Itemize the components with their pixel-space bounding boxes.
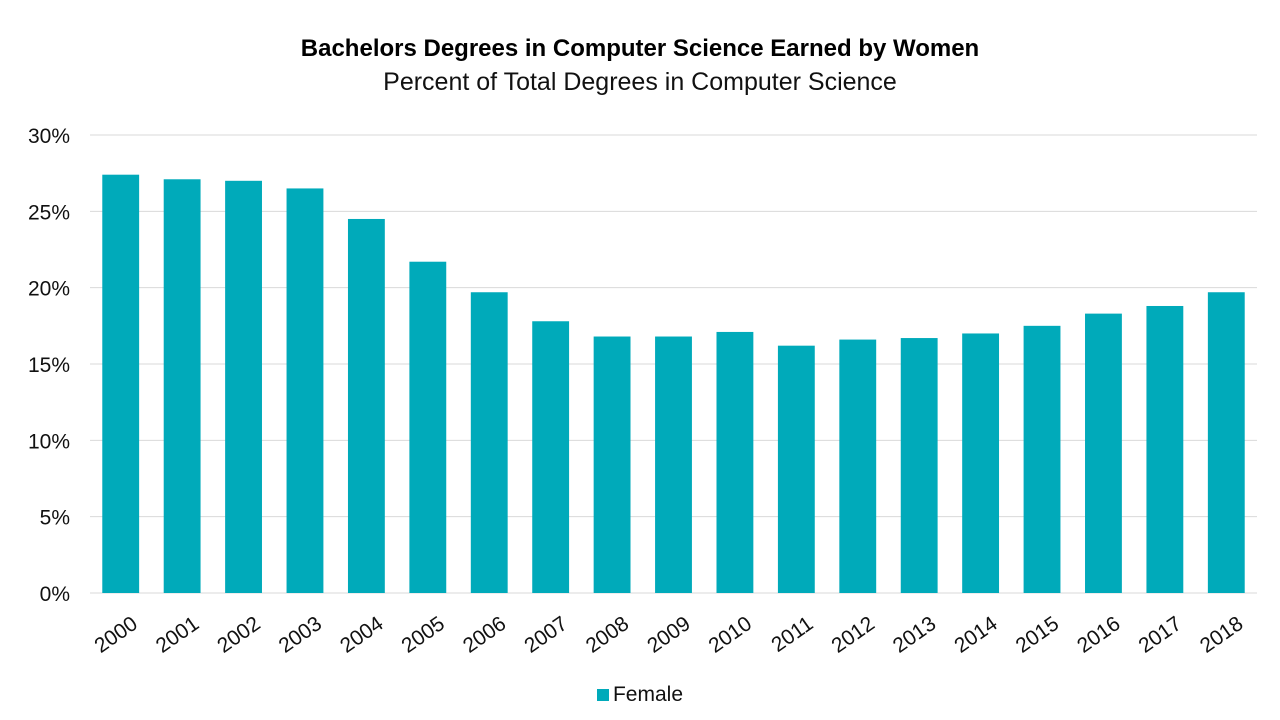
bar-2013 [900, 338, 938, 593]
x-tick-label: 2015 [1012, 612, 1063, 658]
chart-title: Bachelors Degrees in Computer Science Ea… [300, 35, 980, 62]
bar-2002 [225, 180, 262, 594]
y-tick-label: 0% [40, 583, 70, 606]
bar-2016 [1085, 313, 1122, 593]
x-tick-label: 2010 [705, 612, 756, 658]
bar-2006 [470, 292, 508, 593]
chart-subtitle: Percent of Total Degrees in Computer Sci… [383, 68, 897, 96]
bar-2004 [347, 218, 385, 593]
bar-2011 [777, 345, 815, 593]
bar-2017 [1146, 305, 1184, 593]
x-tick-label: 2006 [459, 612, 510, 658]
x-tick-label: 2000 [90, 612, 141, 658]
bar-2010 [716, 331, 754, 593]
x-tick-label: 2009 [643, 612, 694, 658]
legend-label: Female [612, 683, 684, 706]
y-tick-label: 10% [28, 430, 70, 453]
legend-swatch [596, 689, 609, 701]
bar-2001 [163, 179, 201, 594]
bar-2007 [532, 321, 570, 593]
bar-2018 [1207, 292, 1245, 593]
x-tick-label: 2013 [889, 612, 940, 658]
x-tick-label: 2007 [520, 612, 571, 658]
bar-2009 [655, 336, 692, 593]
x-tick-label: 2001 [152, 612, 203, 658]
bar-2005 [409, 261, 447, 593]
x-tick-label: 2003 [275, 612, 326, 658]
x-tick-label: 2008 [582, 612, 633, 658]
x-tick-label: 2012 [827, 612, 878, 658]
legend: Female [0, 682, 1280, 708]
x-tick-label: 2016 [1073, 612, 1124, 658]
x-tick-label: 2004 [336, 612, 388, 658]
bar-2015 [1023, 325, 1061, 593]
x-tick-label: 2017 [1135, 612, 1186, 658]
bar-2000 [102, 174, 140, 593]
bar-2008 [593, 336, 631, 593]
x-tick-label: 2018 [1196, 612, 1247, 658]
bar-2014 [962, 333, 1000, 593]
y-tick-label: 5% [40, 507, 70, 530]
bar-2012 [839, 339, 877, 593]
x-tick-label: 2005 [397, 612, 448, 658]
y-tick-label: 30% [28, 125, 70, 148]
y-tick-label: 20% [28, 278, 70, 301]
y-tick-label: 25% [28, 201, 70, 224]
x-tick-label: 2002 [213, 612, 264, 658]
bar-2003 [286, 188, 324, 593]
x-tick-label: 2011 [767, 612, 817, 657]
x-tick-label: 2014 [950, 612, 1002, 658]
y-tick-label: 15% [28, 354, 70, 377]
